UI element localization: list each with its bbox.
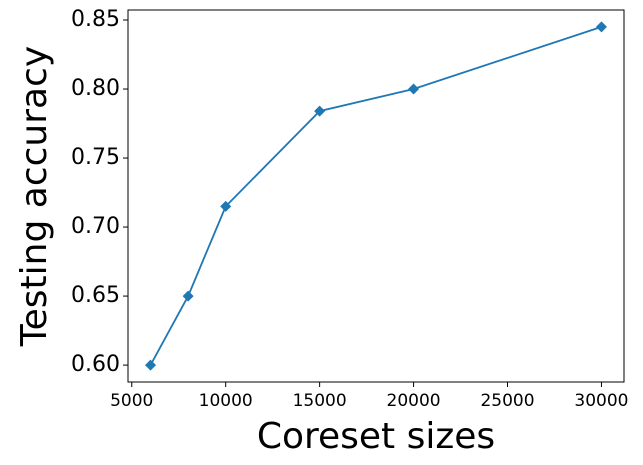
data-point [408,83,420,95]
x-axis-label: Coreset sizes [257,416,495,457]
data-point [220,200,232,212]
data-point [595,21,607,33]
y-axis-label: Testing accuracy [14,46,55,347]
x-tick-label: 25000 [480,391,534,411]
data-line [149,26,602,366]
y-tick-label: 0.60 [71,352,120,377]
x-tick-label: 20000 [387,391,441,411]
x-tick-label: 15000 [293,391,347,411]
data-point [145,359,157,371]
data-point [182,290,194,302]
x-tick-label: 10000 [199,391,253,411]
x-tick-label: 30000 [574,391,628,411]
x-tick-label: 5000 [110,391,153,411]
data-point [314,105,326,117]
y-tick-label: 0.65 [71,283,120,308]
y-tick-label: 0.75 [71,145,120,170]
plot-frame [127,9,625,383]
y-tick-label: 0.85 [71,7,120,32]
y-tick-label: 0.80 [71,76,120,101]
y-tick-label: 0.70 [71,214,120,239]
